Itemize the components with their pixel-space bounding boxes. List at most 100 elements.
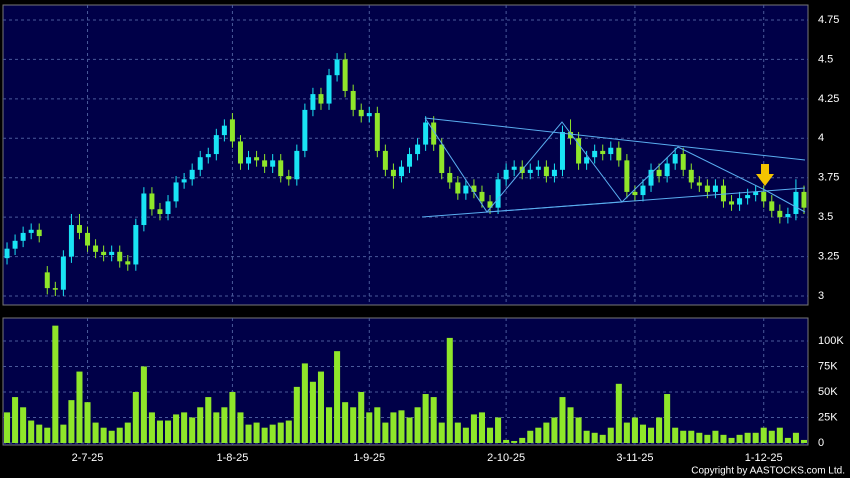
candle-body (479, 191, 485, 202)
candle-body (141, 193, 147, 226)
volume-bar (511, 440, 518, 443)
candle-body (632, 191, 638, 196)
signal-arrow (756, 164, 774, 186)
candle-body (423, 122, 429, 145)
y-tick-label: 4 (818, 132, 824, 144)
candle-body (495, 179, 501, 208)
volume-bar (720, 434, 727, 443)
volume-bar (60, 424, 67, 443)
volume-bar (285, 420, 292, 443)
candle-body (76, 225, 82, 233)
candle-body (189, 169, 195, 180)
candle-body (4, 248, 10, 259)
candle-body (648, 169, 654, 186)
volume-bar (237, 412, 244, 443)
candle-body (576, 138, 582, 164)
volume-bar (615, 383, 622, 443)
y-tick-label: 3.5 (818, 211, 833, 223)
candle-body (640, 185, 646, 196)
candle-body (398, 166, 404, 177)
volume-bar (422, 394, 429, 443)
volume-bar (100, 427, 107, 443)
candle-body (584, 157, 590, 164)
y-tick-label: 50K (818, 386, 838, 398)
volume-bar (36, 424, 43, 443)
volume-bar (277, 422, 284, 443)
volume-bar (784, 437, 791, 443)
volume-bar (358, 391, 365, 443)
volume-bar (84, 402, 91, 443)
volume-bar (269, 424, 276, 443)
volume-bar (229, 391, 236, 443)
candle-body (197, 157, 203, 170)
x-tick-label: 1-12-25 (745, 452, 783, 464)
volume-bar (156, 420, 163, 443)
volume-bar (599, 434, 606, 443)
volume-bar (350, 407, 357, 443)
volume-bar (116, 427, 123, 443)
volume-bar (108, 430, 115, 443)
candle-body (334, 59, 340, 76)
volume-bar (760, 427, 767, 443)
volume-bar (213, 412, 220, 443)
candle-body (28, 229, 34, 233)
volume-bar (712, 430, 719, 443)
candle-body (624, 160, 630, 192)
candle-body (745, 195, 751, 199)
candle-body (326, 75, 332, 104)
volume-bar (438, 422, 445, 443)
volume-bar (800, 439, 807, 443)
volume-bar (728, 437, 735, 443)
volume-bar (245, 424, 252, 443)
volume-bar (776, 427, 783, 443)
candle-body (52, 288, 58, 290)
volume-bar (52, 325, 59, 443)
volume-bar (124, 422, 131, 443)
candle-body (125, 261, 131, 265)
candle-body (374, 113, 380, 151)
y-tick-label: 100K (818, 335, 844, 347)
candle-body (535, 166, 541, 170)
candle-body (149, 193, 155, 210)
price-panel (2, 4, 809, 306)
trend-line (424, 117, 806, 161)
candle-body (656, 169, 662, 177)
candle-body (221, 125, 227, 136)
candle-body (487, 201, 493, 208)
volume-bar (309, 381, 316, 443)
volume-bar (535, 427, 542, 443)
y-tick-label: 75K (818, 360, 838, 372)
volume-bar (768, 430, 775, 443)
candle-body (302, 109, 308, 151)
candle-body (213, 135, 219, 155)
volume-bar (382, 422, 389, 443)
volume-bar (462, 427, 469, 443)
volume-bar (527, 430, 534, 443)
candle-body (592, 150, 598, 158)
volume-bar (414, 407, 421, 443)
volume-bar (631, 417, 638, 443)
x-tick-label: 2-10-25 (487, 452, 525, 464)
volume-bar (301, 363, 308, 443)
volume-bar (253, 422, 260, 443)
candle-body (270, 160, 276, 167)
candle-body (431, 122, 437, 145)
y-tick-label: 3 (818, 290, 824, 302)
candle-body (358, 109, 364, 117)
candle-body (382, 150, 388, 170)
candle-body (294, 150, 300, 180)
volume-bar (487, 427, 494, 443)
volume-bar (173, 414, 180, 443)
volume-bar (519, 437, 526, 443)
candle-body (664, 163, 670, 177)
volume-bar (680, 430, 687, 443)
volume-bar (454, 422, 461, 443)
candle-body (205, 154, 211, 158)
volume-bar (12, 397, 19, 443)
volume-bar (76, 371, 83, 443)
candle-body (447, 172, 453, 183)
candle-body (463, 185, 469, 194)
candle-body (600, 150, 606, 155)
volume-bar (165, 420, 172, 443)
